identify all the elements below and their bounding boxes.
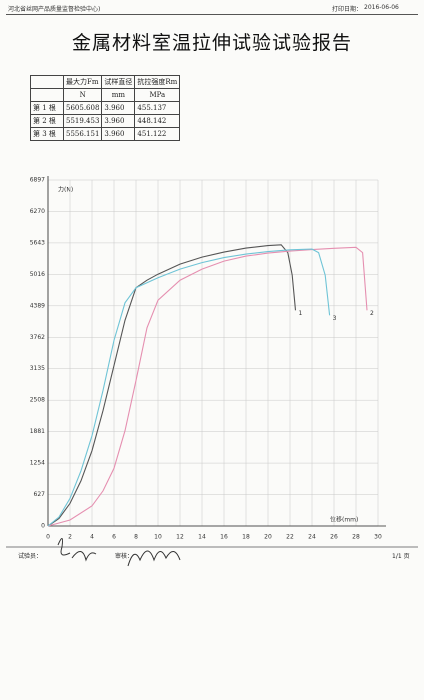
data-cell: 3.960 [101, 127, 136, 141]
data-cell: 5556.151 [62, 127, 103, 141]
y-tick-label: 1254 [30, 460, 45, 467]
y-tick-label: 6270 [30, 208, 45, 215]
x-tick-label: 16 [220, 534, 228, 541]
data-row: 第 2 根 5519.453 3.960 448.142 [30, 114, 181, 128]
y-tick-label: 5643 [30, 239, 45, 246]
x-axis-label: 位移(mm) [330, 516, 358, 524]
x-tick-label: 12 [176, 534, 184, 541]
data-row: 第 3 根 5556.151 3.960 451.122 [30, 127, 181, 141]
y-tick-label: 3762 [30, 334, 45, 341]
signature [57, 538, 181, 567]
print-label: 打印日期： [332, 6, 363, 13]
header-rule [6, 14, 418, 15]
print-date: 2016-06-06 [364, 4, 399, 11]
y-tick-label: 0 [41, 523, 45, 530]
x-tick-label: 0 [46, 534, 50, 541]
y-tick-label: 2508 [30, 397, 45, 404]
x-tick-label: 30 [374, 534, 382, 541]
data-line [47, 244, 297, 527]
series-label: 2 [370, 310, 374, 317]
x-tick-label: 24 [308, 534, 316, 541]
chart: 力(N) 位移(mm) 0627125418812508313537624389… [6, 176, 418, 567]
x-tick-label: 4 [90, 534, 94, 541]
y-tick-label: 3135 [30, 365, 45, 372]
x-tick-label: 8 [134, 534, 138, 541]
org-name: 河北省丝网产品质量监督检验中心) [8, 6, 101, 13]
series-label: 3 [333, 315, 337, 322]
data-cell: 451.122 [134, 127, 181, 141]
x-tick-label: 22 [286, 534, 294, 541]
reviewer-label: 审核： [115, 553, 134, 560]
x-tick-label: 10 [154, 534, 162, 541]
data-row: 第 1 根 5605.608 3.960 455.137 [30, 101, 181, 115]
y-tick-label: 6897 [30, 177, 45, 184]
y-tick-label: 627 [34, 491, 46, 498]
x-tick-label: 28 [352, 534, 360, 541]
page-number: 1/1 页 [392, 553, 410, 560]
data-line [47, 246, 368, 527]
report-title: 金属材料室温拉伸试验试验报告 [71, 32, 352, 54]
y-tick-label: 5016 [30, 271, 45, 278]
y-tick-label: 1881 [30, 428, 45, 435]
x-tick-label: 18 [242, 534, 250, 541]
tester-label: 试验员： [18, 553, 43, 560]
y-axis-label: 力(N) [58, 186, 73, 194]
x-tick-label: 14 [198, 534, 206, 541]
data-line [47, 248, 331, 527]
x-tick-label: 26 [330, 534, 338, 541]
x-tick-label: 2 [68, 534, 72, 541]
y-tick-label: 4389 [30, 302, 45, 309]
x-tick-label: 20 [264, 534, 272, 541]
x-tick-label: 6 [112, 534, 116, 541]
series-label: 1 [299, 310, 303, 317]
